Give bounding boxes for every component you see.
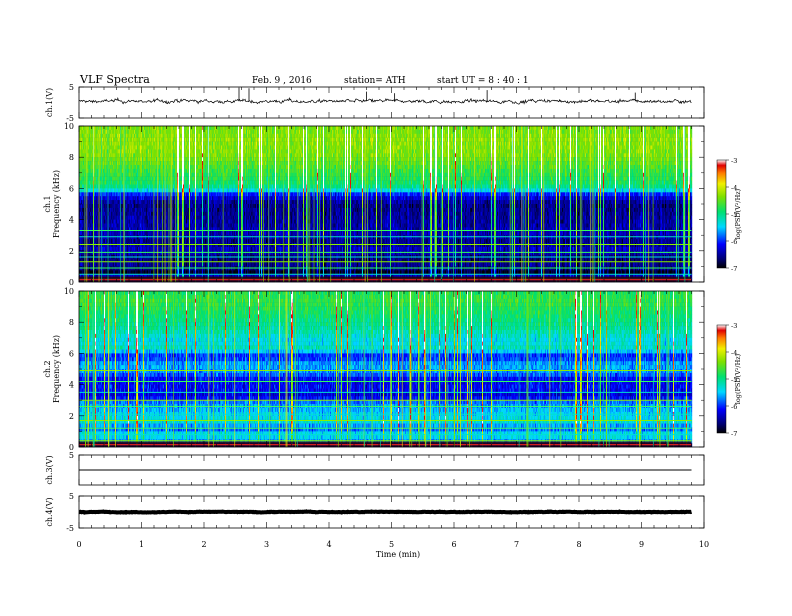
date-label: Feb. 9 , 2016 bbox=[252, 76, 312, 86]
station-label: station= ATH bbox=[344, 76, 406, 86]
ch1-waveform-panel: 5-5ch.1(V) bbox=[45, 83, 704, 123]
waveform-trace bbox=[79, 98, 692, 104]
y-axis-label: ch.1(V) bbox=[45, 88, 54, 117]
y-tick-label: 5 bbox=[69, 83, 74, 92]
figure-title: VLF Spectra bbox=[79, 73, 150, 86]
start-time-label: start UT = 8 : 40 : 1 bbox=[437, 76, 529, 86]
